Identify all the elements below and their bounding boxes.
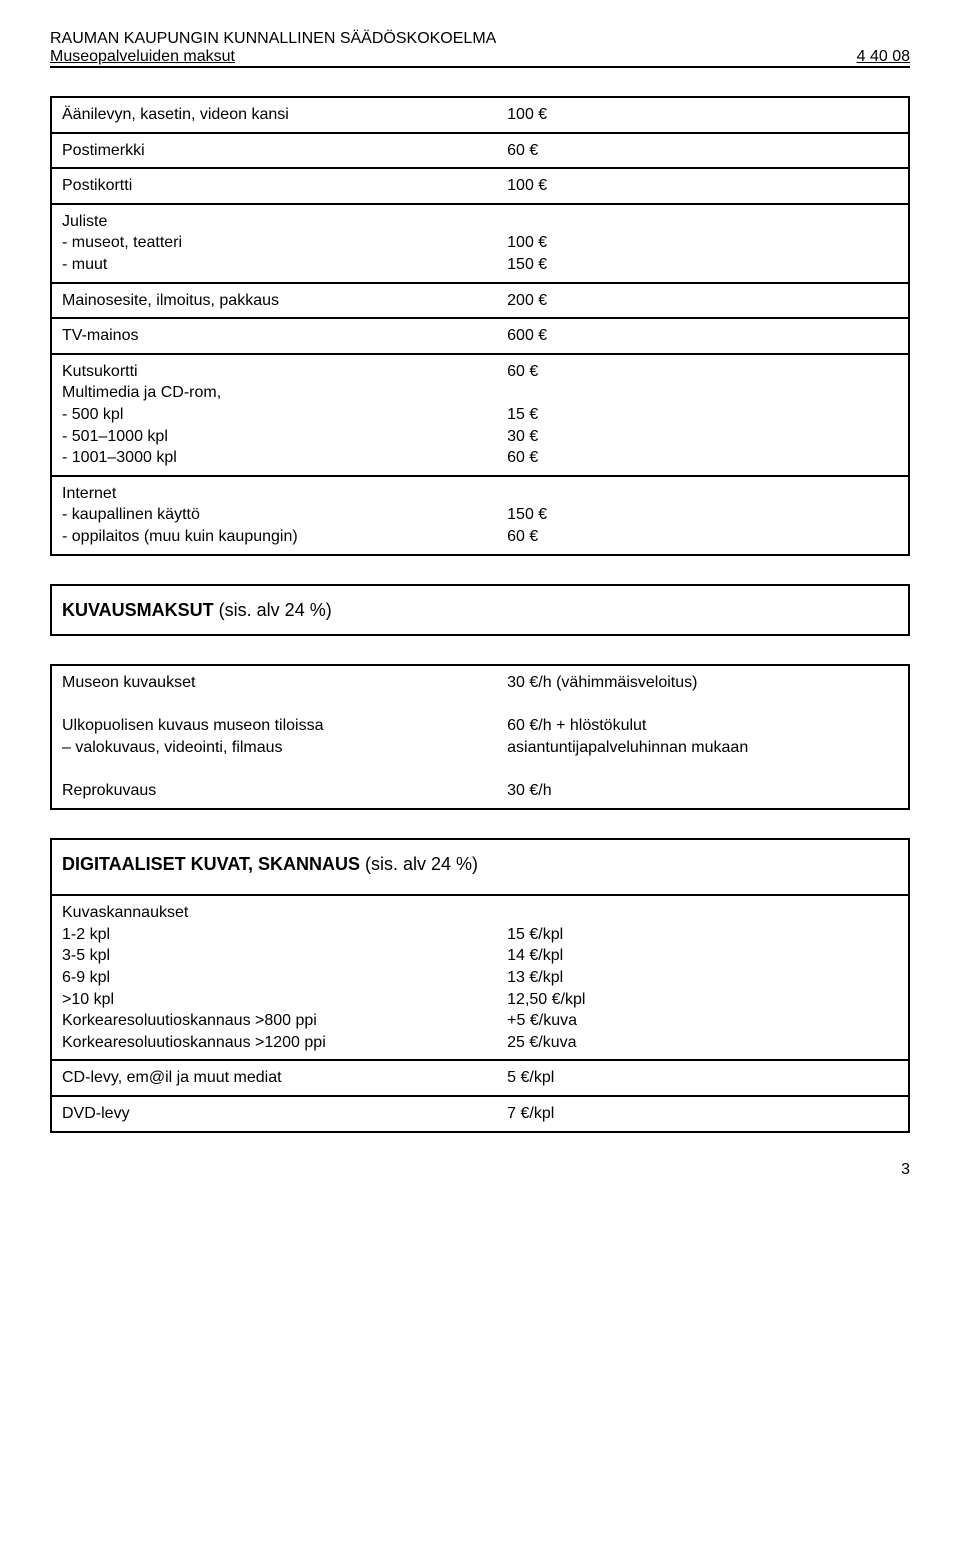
- list-item: 501–1000 kpl: [62, 426, 487, 448]
- row-value: 5 €/kpl: [497, 1060, 909, 1096]
- row-value: 100 €: [497, 97, 909, 133]
- row-value: 600 €: [497, 318, 909, 354]
- page-number: 3: [50, 1161, 910, 1179]
- row-label: Mainosesite, ilmoitus, pakkaus: [51, 283, 497, 319]
- row-value: 100 €: [497, 168, 909, 204]
- row-label: Internet kaupallinen käyttö oppilaitos (…: [51, 476, 497, 555]
- header-row2: Museopalveluiden maksut 4 40 08: [50, 48, 910, 66]
- pricing-table-2: Museon kuvaukset Ulkopuolisen kuvaus mus…: [50, 664, 910, 810]
- section-title: KUVAUSMAKSUT (sis. alv 24 %): [62, 600, 332, 620]
- list-item: museot, teatteri: [62, 232, 487, 254]
- list-item: 1001–3000 kpl: [62, 447, 487, 469]
- pricing-table-3: DIGITAALISET KUVAT, SKANNAUS (sis. alv 2…: [50, 838, 910, 1133]
- row-value: 7 €/kpl: [497, 1096, 909, 1132]
- row-value: 200 €: [497, 283, 909, 319]
- page-header: RAUMAN KAUPUNGIN KUNNALLINEN SÄÄDÖSKOKOE…: [50, 30, 910, 68]
- row-label: DVD-levy: [51, 1096, 497, 1132]
- header-line1: RAUMAN KAUPUNGIN KUNNALLINEN SÄÄDÖSKOKOE…: [50, 30, 910, 48]
- list-item: 500 kpl: [62, 404, 487, 426]
- row-label: Kutsukortti Multimedia ja CD-rom, 500 kp…: [51, 354, 497, 476]
- row-value: 60 €: [497, 133, 909, 169]
- row-value: 30 €/h (vähimmäisveloitus) 60 €/h + hlös…: [497, 665, 909, 809]
- list-item: muut: [62, 254, 487, 276]
- section-title: DIGITAALISET KUVAT, SKANNAUS (sis. alv 2…: [62, 854, 478, 874]
- row-label: Kuvaskannaukset 1-2 kpl 3-5 kpl 6-9 kpl …: [51, 895, 497, 1060]
- row-label: Äänilevyn, kasetin, videon kansi: [51, 97, 497, 133]
- row-label: Juliste museot, teatteri muut: [51, 204, 497, 283]
- row-label: Postikortti: [51, 168, 497, 204]
- list-item: oppilaitos (muu kuin kaupungin): [62, 526, 487, 548]
- header-subtitle: Museopalveluiden maksut: [50, 48, 235, 66]
- row-value: 150 € 60 €: [497, 476, 909, 555]
- row-label: Museon kuvaukset Ulkopuolisen kuvaus mus…: [51, 665, 497, 809]
- row-label: CD-levy, em@il ja muut mediat: [51, 1060, 497, 1096]
- pricing-table-1: Äänilevyn, kasetin, videon kansi 100 € P…: [50, 96, 910, 556]
- row-value: 15 €/kpl 14 €/kpl 13 €/kpl 12,50 €/kpl +…: [497, 895, 909, 1060]
- list-item: kaupallinen käyttö: [62, 504, 487, 526]
- row-label: Postimerkki: [51, 133, 497, 169]
- section-header-kuvausmaksut: KUVAUSMAKSUT (sis. alv 24 %): [50, 584, 910, 637]
- row-value: 100 € 150 €: [497, 204, 909, 283]
- header-docnum: 4 40 08: [857, 48, 910, 66]
- row-value: 60 € 15 € 30 € 60 €: [497, 354, 909, 476]
- row-label: TV-mainos: [51, 318, 497, 354]
